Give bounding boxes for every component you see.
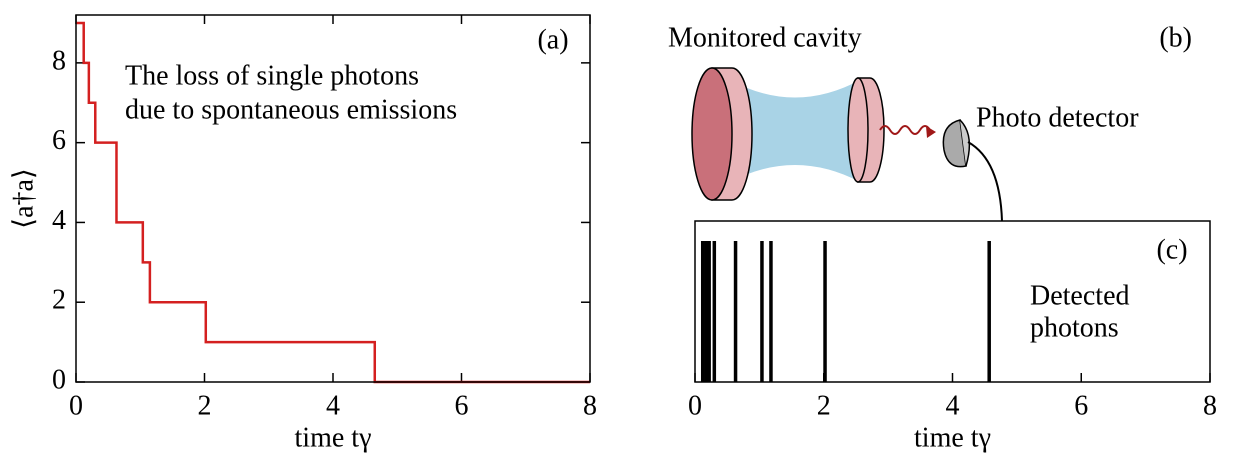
- detector-back: [959, 119, 971, 167]
- photon-arrow: [926, 126, 936, 138]
- y-tick-label: 4: [52, 205, 66, 236]
- step-line: [76, 21, 590, 384]
- emitted-photon: [879, 125, 931, 135]
- detector-label: Photo detector: [976, 102, 1139, 133]
- y-tick-label: 0: [52, 364, 66, 395]
- x-tick-label: 2: [817, 390, 831, 421]
- annotation: The loss of single photons: [125, 60, 419, 91]
- y-tick-label: 6: [52, 125, 66, 156]
- x-tick-label: 0: [69, 390, 83, 421]
- panel-label: (b): [1159, 22, 1192, 53]
- annotation: due to spontaneous emissions: [125, 94, 457, 125]
- y-axis-label: ⟨a†a⟩: [8, 168, 39, 229]
- y-tick-label: 8: [52, 45, 66, 76]
- right-mirror-face: [847, 77, 869, 183]
- x-tick-label: 6: [1074, 390, 1088, 421]
- cavity-label: Monitored cavity: [668, 22, 862, 53]
- cavity-mode: [730, 80, 860, 182]
- x-tick-label: 4: [326, 390, 340, 421]
- detector: [942, 119, 967, 168]
- annotation: Detected: [1030, 280, 1130, 311]
- x-axis-label: time tγ: [295, 422, 372, 453]
- detector-cable: [967, 141, 1003, 222]
- x-axis-label: time tγ: [914, 422, 991, 453]
- cavity-diagram: Monitored cavity (b) Photo detector: [668, 22, 1192, 222]
- panel-label: (a): [537, 24, 568, 55]
- x-tick-label: 8: [1203, 390, 1217, 421]
- x-tick-label: 2: [198, 390, 212, 421]
- panel-label: (c): [1156, 234, 1187, 265]
- x-tick-label: 0: [688, 390, 702, 421]
- plot-frame: [75, 14, 591, 383]
- plot-frame: [694, 220, 1211, 383]
- left-mirror-face: [691, 67, 733, 201]
- y-tick-label: 2: [52, 285, 66, 316]
- x-tick-label: 8: [583, 390, 597, 421]
- x-tick-label: 4: [946, 390, 960, 421]
- annotation: photons: [1030, 312, 1119, 343]
- x-tick-label: 6: [455, 390, 469, 421]
